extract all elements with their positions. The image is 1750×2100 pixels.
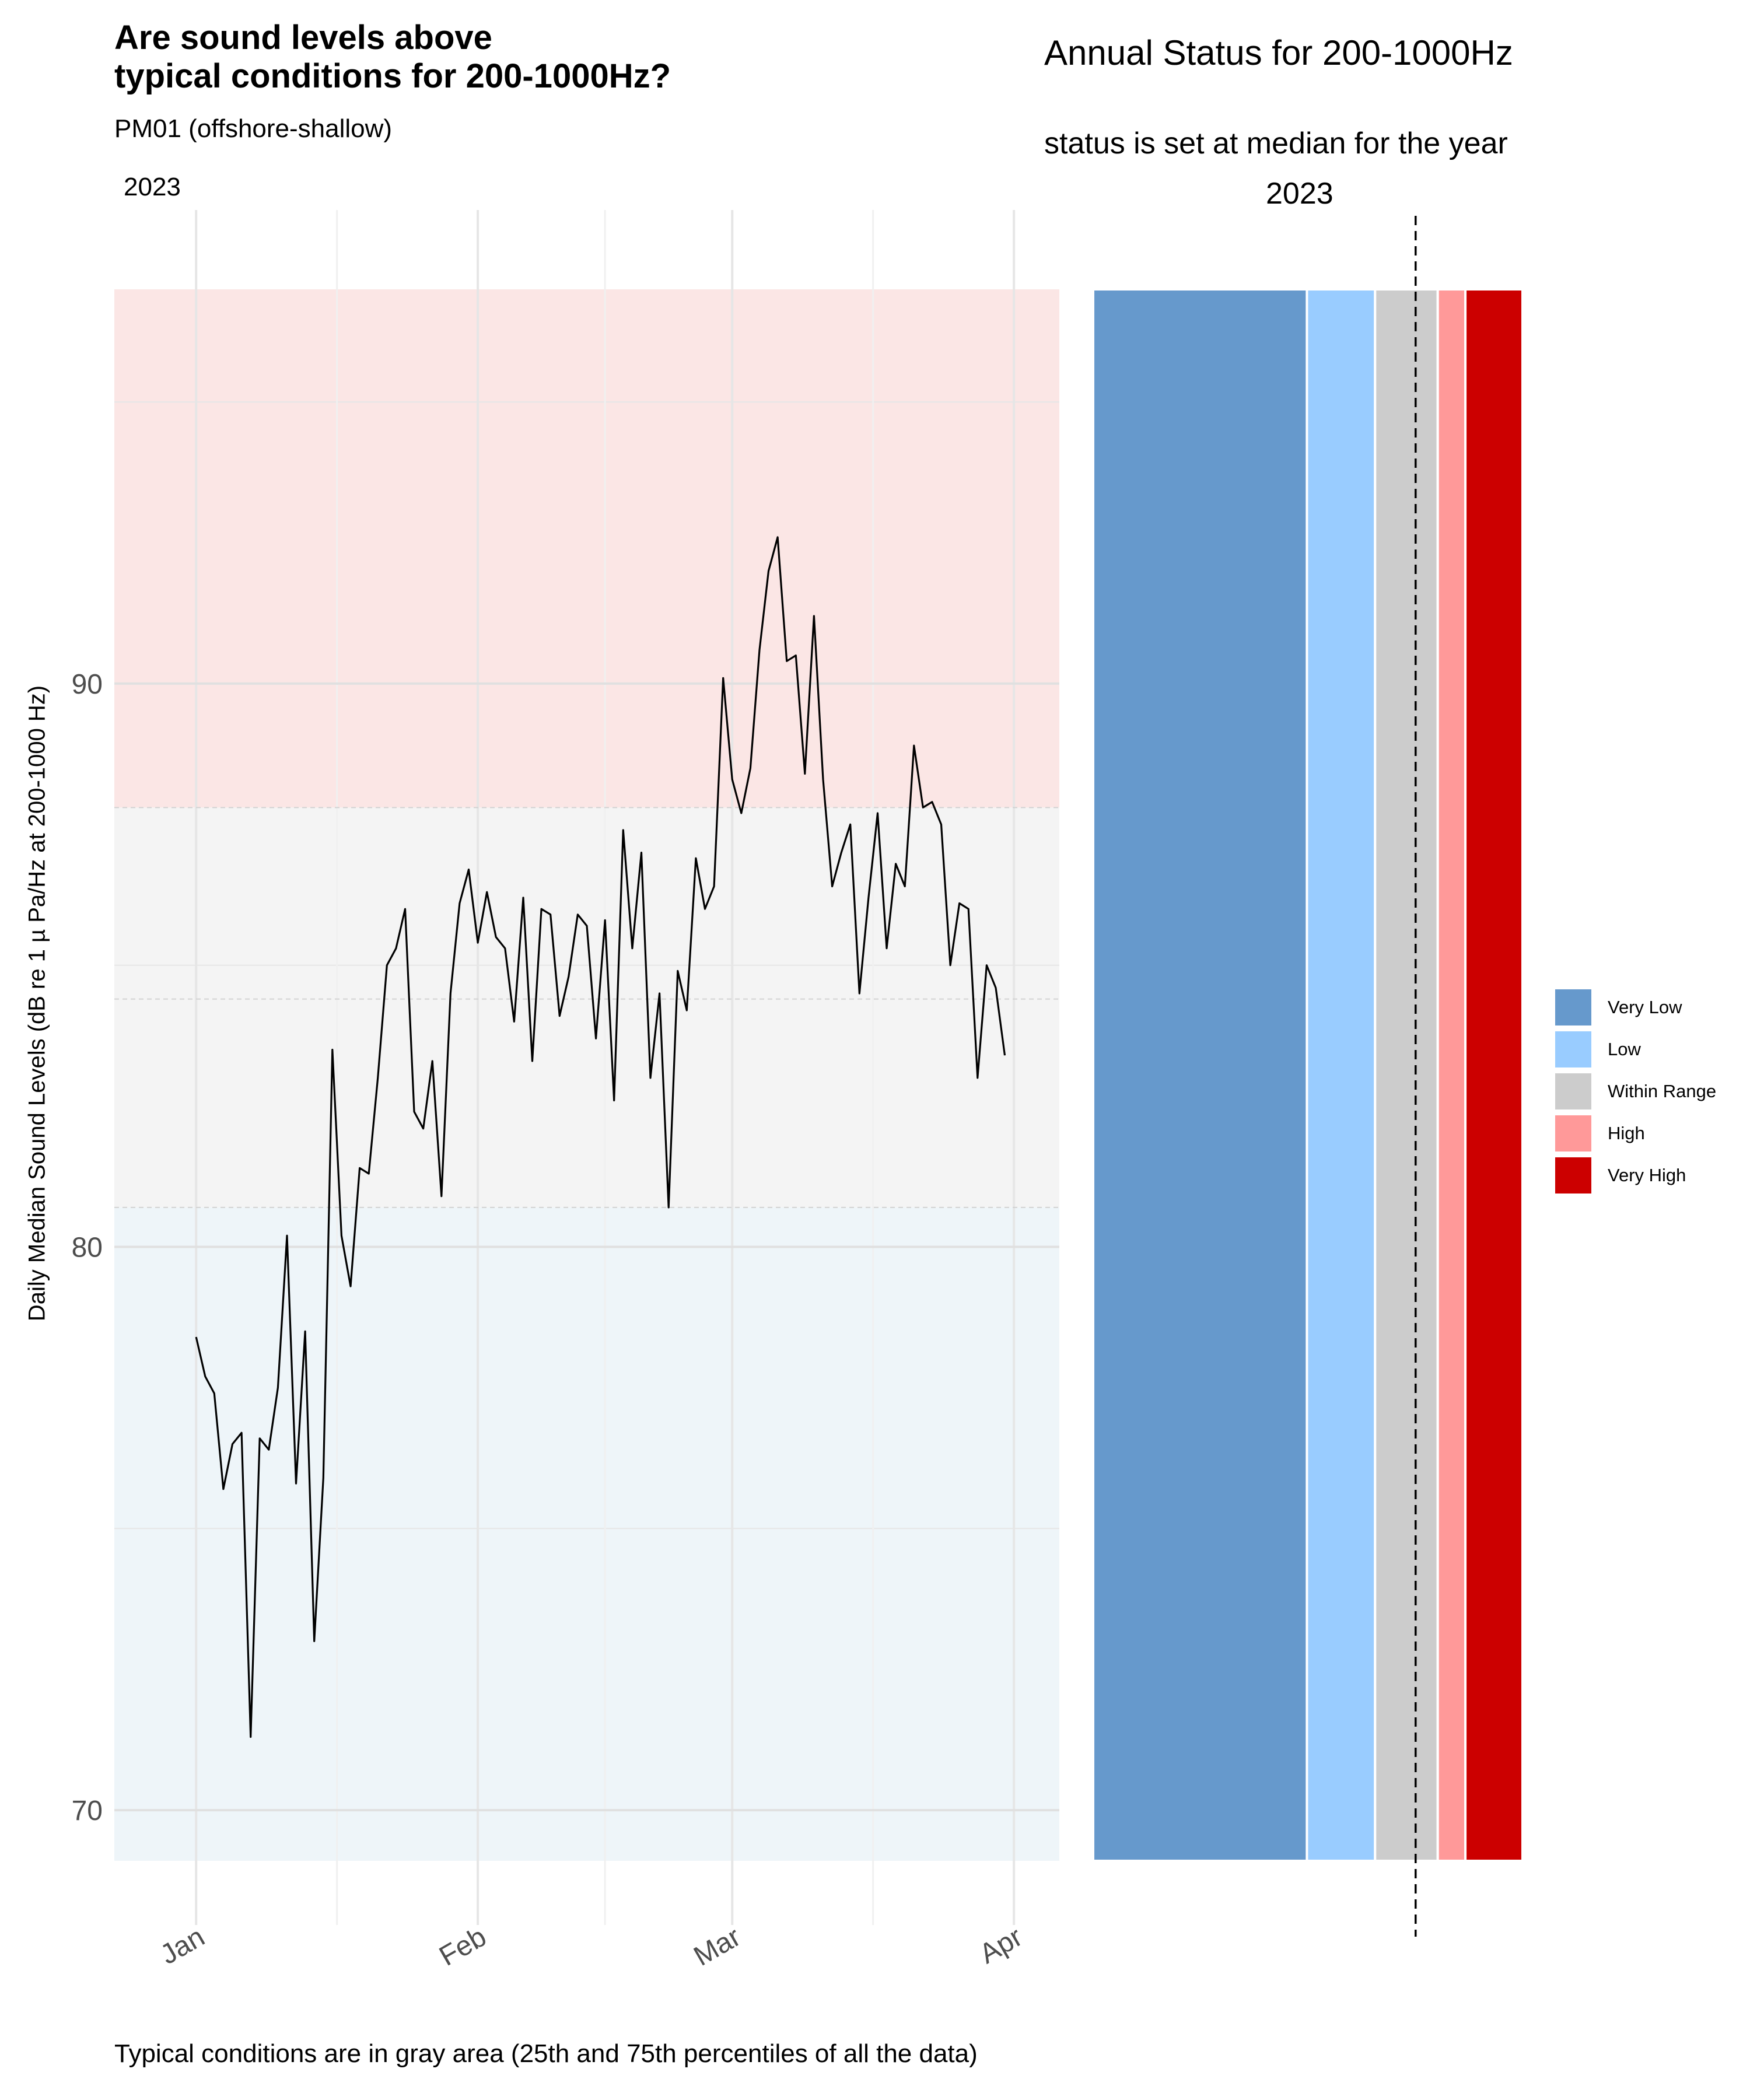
legend-item: Very Low	[1555, 989, 1682, 1026]
chart-title: Are sound levels above typical condition…	[114, 19, 671, 95]
legend-item: Low	[1555, 1031, 1641, 1068]
legend-label: High	[1608, 1123, 1645, 1143]
x-tick-label: Mar	[689, 1922, 746, 1972]
y-tick-label: 80	[72, 1233, 103, 1264]
legend-item: High	[1555, 1115, 1645, 1152]
chart-caption: Typical conditions are in gray area (25t…	[114, 2039, 978, 2068]
status-panel-subtitle: status is set at median for the year	[1044, 127, 1508, 160]
status-panel-title: Annual Status for 200-1000Hz	[1044, 33, 1513, 72]
status-year-label: 2023	[1266, 177, 1334, 211]
legend-swatch	[1555, 1157, 1591, 1194]
legend-label: Very High	[1608, 1165, 1686, 1185]
x-tick-label: Jan	[155, 1922, 210, 1971]
status-bar-very-high	[1464, 288, 1524, 1862]
sound-level-line	[195, 536, 1006, 1738]
x-tick-label: Apr	[974, 1922, 1027, 1970]
status-bar-very-low	[1092, 288, 1308, 1862]
status-bar-low	[1306, 288, 1377, 1862]
legend-label: Low	[1608, 1039, 1641, 1059]
facet-year-label: 2023	[124, 173, 181, 201]
band-low	[114, 1207, 1059, 1861]
legend-swatch	[1555, 1031, 1591, 1068]
legend-label: Very Low	[1608, 997, 1682, 1017]
legend-item: Within Range	[1555, 1073, 1716, 1110]
status-bar-high	[1436, 288, 1467, 1862]
y-tick-label: 70	[72, 1796, 103, 1826]
x-tick-label: Feb	[434, 1922, 491, 1972]
legend-item: Very High	[1555, 1157, 1686, 1194]
y-tick-label: 90	[72, 669, 103, 700]
legend-swatch	[1555, 1115, 1591, 1152]
chart-subtitle: PM01 (offshore-shallow)	[114, 114, 393, 143]
legend-swatch	[1555, 1073, 1591, 1110]
status-bar-within-range	[1374, 288, 1439, 1862]
band-within-range	[114, 807, 1059, 1208]
legend-label: Within Range	[1608, 1081, 1717, 1101]
legend-swatch	[1555, 989, 1591, 1026]
band-high	[114, 289, 1059, 808]
